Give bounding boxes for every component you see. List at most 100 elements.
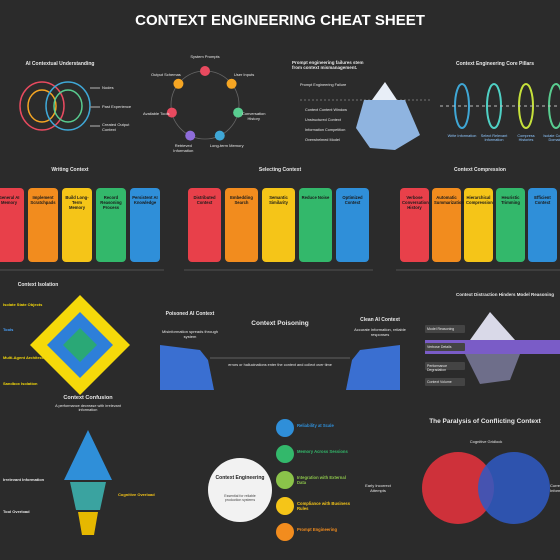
- cycle-label: Long-term Memory: [209, 143, 244, 149]
- item-icon: [276, 523, 294, 541]
- cycle-label: System Prompts: [190, 54, 220, 59]
- venn-label: Early Incorrect Attempts: [365, 483, 391, 493]
- cycle-node: [166, 107, 177, 118]
- distraction-tag: [425, 362, 465, 370]
- distraction-label: Context Volume: [427, 380, 452, 384]
- cycle-label: Output Schemas: [151, 71, 181, 77]
- distraction-label: Performance Degradation: [427, 364, 448, 373]
- brain: [19, 81, 100, 131]
- poisoning-label: Poisoned AI Context: [165, 311, 215, 317]
- card: [96, 188, 126, 262]
- card-label: Efficient Context: [534, 195, 551, 205]
- pillar-label: Select Relevant Information: [480, 134, 508, 143]
- isolation-label: Isolate State Objects: [3, 302, 43, 307]
- venn-label: Current Information: [550, 483, 560, 493]
- poisoning-text: Misinformation spreads through system: [161, 329, 219, 339]
- pillar-label: Compress Histories: [517, 134, 535, 143]
- iceberg-label: Prompt Engineering Failure: [300, 83, 347, 87]
- center-item: Prompt Engineering: [297, 527, 338, 532]
- cycle-node: [173, 78, 184, 89]
- cycle-node: [214, 130, 225, 141]
- pillar-label: Isolate Context Domains: [543, 134, 560, 143]
- distraction-tag: [425, 378, 465, 386]
- panel-title: Selecting Context: [258, 167, 302, 173]
- center-text: Essential for reliable production system…: [224, 494, 256, 503]
- isolation-diamond: [30, 295, 130, 395]
- cycle-label: User Inputs: [233, 71, 255, 77]
- poisoning-text: Accurate information, reliable responses: [354, 327, 406, 337]
- center-circle: [208, 458, 272, 522]
- iceberg-label: Overwhelmed Model: [305, 138, 340, 142]
- card-label: Semantic Similarity: [269, 195, 288, 205]
- card: [528, 188, 557, 262]
- poisoning-cliffs: [160, 345, 400, 390]
- card-label: Embedding Search: [230, 195, 253, 205]
- card: [432, 188, 461, 262]
- cycle-node: [226, 78, 237, 89]
- panel-title: Context Confusion: [63, 395, 113, 401]
- center-item: Integration with External Data: [297, 475, 346, 485]
- cycle-label: Retrieved Information: [173, 143, 194, 153]
- brain-label: Nodes: [102, 85, 114, 90]
- card: [0, 188, 24, 262]
- panel-title: Context Distraction Hinders Model Reason…: [455, 292, 554, 297]
- distraction-tag: [425, 325, 465, 333]
- card-label: Automatic Summarization: [434, 195, 465, 205]
- distraction-label: Verbose Details: [427, 345, 452, 349]
- card-label: Distributed Context: [193, 195, 216, 205]
- isolation-label: Multi-Agent Architectures: [3, 355, 52, 360]
- isolation-label: Tools: [3, 327, 14, 332]
- cycle-node: [200, 66, 210, 76]
- panel-title: Context Engineering Core Pillars: [455, 61, 535, 67]
- brain-label: Past Experience: [102, 104, 132, 109]
- item-icon: [276, 497, 294, 515]
- cycle-label: Available Tools: [142, 111, 170, 117]
- card: [130, 188, 160, 262]
- card: [400, 188, 429, 262]
- panel-title: Context Compression: [454, 167, 506, 173]
- cycle-node: [233, 107, 244, 118]
- poisoning-text: errors or hallucinations enter the conte…: [228, 363, 332, 367]
- card: [28, 188, 58, 262]
- card-label: Record Reasoning Process: [100, 195, 122, 210]
- center-item: Compliance with Business Rules: [297, 501, 351, 511]
- card: [188, 188, 221, 262]
- card: [496, 188, 525, 262]
- center-title: Context Engineering: [215, 475, 265, 481]
- card: [262, 188, 295, 262]
- panel-title: Context Isolation: [17, 282, 59, 288]
- isolation-label: Sandbox Isolation: [3, 381, 38, 386]
- brain-label: Created Output Context: [102, 122, 130, 132]
- iceberg-label: Context Content Window: [305, 108, 347, 112]
- card-label: Hierarchical Compression: [466, 195, 493, 205]
- pillars: [440, 83, 560, 129]
- confusion-text: A performance decrease with irrelevant i…: [55, 404, 121, 413]
- panel-title: AI Contextual Understanding: [25, 61, 95, 67]
- venn-label: Cognitive Gridlock: [469, 439, 503, 444]
- card: [336, 188, 369, 262]
- iceberg-label: Unstructured Context: [305, 118, 341, 122]
- card-label: Optimized Context: [342, 195, 363, 205]
- iceberg: [300, 82, 430, 150]
- card-label: General AI Memory: [0, 195, 20, 205]
- card-label: Reduce Noise: [301, 195, 330, 200]
- panel-title: The Paralysis of Conflicting Context: [429, 418, 541, 425]
- cycle-label: Conversation History: [241, 111, 266, 122]
- panel-title: Context Poisoning: [251, 320, 309, 327]
- card: [225, 188, 258, 262]
- distraction-tag: [425, 343, 465, 351]
- venn: [422, 452, 550, 524]
- item-icon: [276, 445, 294, 463]
- cycle-node: [185, 130, 196, 141]
- iceberg-label: Information Competition: [305, 128, 346, 132]
- card-label: Verbose Conversation History: [402, 195, 429, 210]
- main-title: CONTEXT ENGINEERING CHEAT SHEET: [135, 12, 425, 29]
- confusion-mountain: [64, 430, 112, 535]
- card-label: Build Long-Term Memory: [65, 195, 89, 210]
- panel-title: Prompt engineering failures stem from co…: [292, 60, 364, 71]
- card: [299, 188, 332, 262]
- panel-title: Writing Context: [51, 167, 89, 173]
- card: [464, 188, 493, 262]
